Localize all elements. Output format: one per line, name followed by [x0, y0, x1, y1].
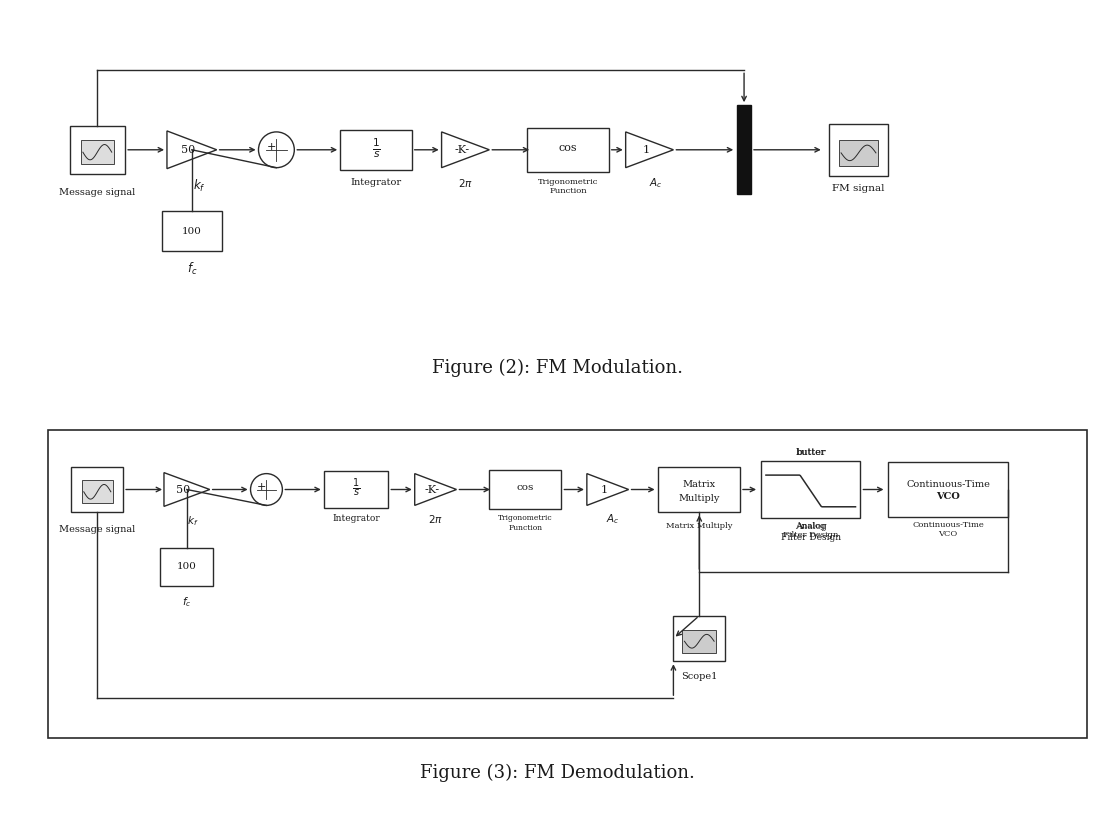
Text: Trigonometric
Function: Trigonometric Function [498, 514, 553, 532]
Text: 1: 1 [600, 484, 608, 494]
Text: $A_c$: $A_c$ [648, 176, 663, 191]
Bar [162, 211, 222, 251]
Bar [761, 461, 860, 518]
Text: Trigonometric
Function: Trigonometric Function [538, 177, 598, 195]
Bar [674, 616, 725, 661]
Text: butter: butter [797, 448, 825, 457]
Bar [683, 630, 716, 652]
Text: +: + [257, 482, 266, 492]
Bar [489, 469, 561, 509]
Text: Message signal: Message signal [59, 525, 136, 534]
Text: $\frac{1}{s}$: $\frac{1}{s}$ [352, 476, 360, 499]
Text: $2\pi$: $2\pi$ [428, 513, 443, 525]
Text: $k_f$: $k_f$ [187, 514, 198, 528]
Text: $f_c$: $f_c$ [182, 595, 192, 608]
Polygon shape [167, 131, 217, 169]
Text: Multiply: Multiply [678, 494, 720, 503]
Text: cos: cos [517, 483, 534, 492]
Text: FM signal: FM signal [832, 184, 885, 192]
Text: Scope1: Scope1 [681, 672, 717, 681]
Text: Figure (2): FM Modulation.: Figure (2): FM Modulation. [431, 359, 683, 378]
Text: 50: 50 [176, 484, 190, 494]
Text: Matrix: Matrix [683, 480, 716, 489]
Polygon shape [414, 473, 457, 505]
Text: butter: butter [795, 448, 827, 457]
Bar [888, 462, 1008, 518]
Text: 100: 100 [182, 227, 202, 235]
Text: $f_c$: $f_c$ [186, 261, 197, 277]
Text: Integrator: Integrator [332, 514, 380, 523]
Bar [160, 548, 213, 586]
Bar [829, 124, 888, 176]
Bar [658, 467, 740, 513]
Text: -K-: -K- [424, 484, 440, 494]
Bar [737, 105, 751, 195]
Text: 1: 1 [642, 145, 649, 155]
Polygon shape [626, 132, 674, 168]
Bar [48, 430, 1087, 738]
Text: Analog
Filter Design: Analog Filter Design [781, 522, 841, 542]
Text: $k_f$: $k_f$ [194, 177, 206, 194]
Text: +: + [266, 142, 276, 152]
Circle shape [251, 473, 282, 505]
Text: Continuous-Time
VCO: Continuous-Time VCO [912, 522, 984, 538]
Bar [70, 126, 125, 174]
Bar [71, 467, 124, 513]
Text: Message signal: Message signal [59, 187, 136, 196]
Text: 100: 100 [177, 562, 197, 572]
Bar [340, 130, 412, 170]
Circle shape [258, 132, 294, 168]
Text: Continuous-Time: Continuous-Time [906, 480, 990, 489]
Polygon shape [587, 473, 628, 505]
Bar [81, 141, 114, 164]
Text: $2\pi$: $2\pi$ [458, 176, 473, 189]
Text: -K-: -K- [455, 145, 469, 155]
Text: Integrator: Integrator [350, 177, 401, 186]
Polygon shape [164, 473, 209, 507]
Text: 50: 50 [180, 145, 195, 155]
Polygon shape [441, 132, 489, 168]
Text: $\frac{1}{s}$: $\frac{1}{s}$ [371, 136, 380, 160]
Text: $A_c$: $A_c$ [606, 513, 619, 526]
Text: cos: cos [558, 143, 577, 153]
Text: Figure (3): FM Demodulation.: Figure (3): FM Demodulation. [420, 764, 694, 782]
Bar [527, 128, 608, 171]
Text: Matrix Multiply: Matrix Multiply [666, 522, 733, 530]
Bar [81, 480, 113, 503]
Text: VCO: VCO [936, 492, 960, 501]
Text: Analog
Filter Design: Analog Filter Design [783, 522, 839, 539]
Bar [324, 471, 389, 508]
Bar [839, 140, 878, 166]
